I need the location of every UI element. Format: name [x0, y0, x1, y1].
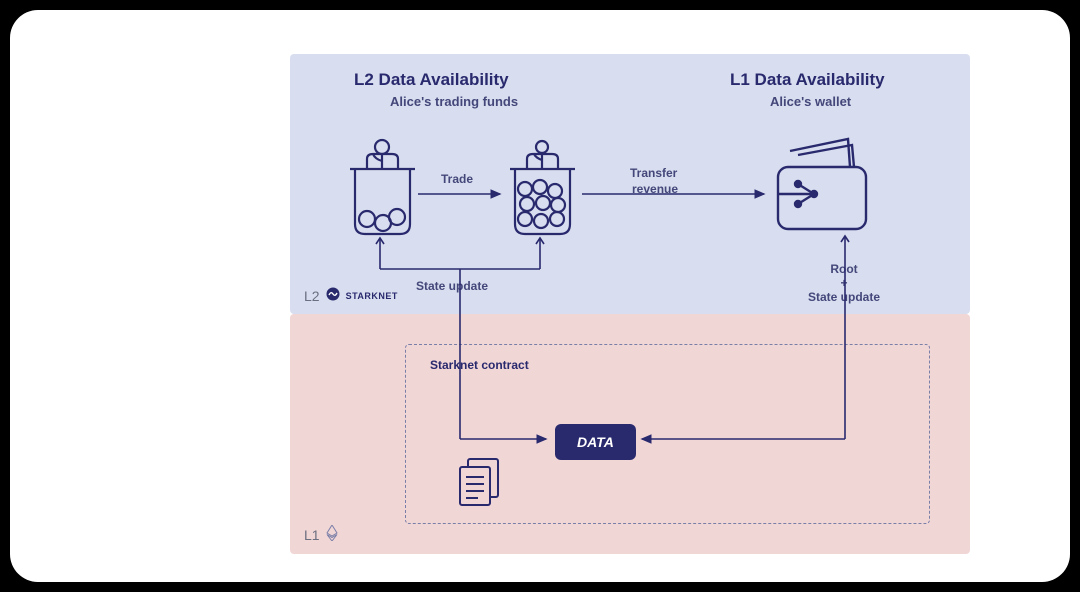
ethereum-logo-icon	[326, 525, 338, 544]
starknet-logo-icon	[326, 287, 340, 304]
l1-da-title: L1 Data Availability	[730, 70, 885, 90]
l1-panel: L1 Starknet contract DATA	[290, 314, 970, 554]
data-node: DATA	[555, 424, 636, 460]
state-update-label: State update	[416, 279, 488, 293]
transfer-label-2: revenue	[632, 182, 678, 196]
l1-da-subtitle: Alice's wallet	[770, 94, 851, 109]
content-frame: L2 Data Availability Alice's trading fun…	[10, 10, 1070, 582]
l2-title: L2 Data Availability	[354, 70, 509, 90]
l1-layer-label: L1	[304, 525, 338, 544]
l1-text: L1	[304, 527, 320, 543]
starknet-brand: STARKNET	[346, 291, 398, 301]
root-label-1: Root	[804, 262, 884, 276]
l2-text: L2	[304, 288, 320, 304]
l2-layer-label: L2 STARKNET	[304, 287, 398, 304]
root-label-3: State update	[804, 290, 884, 304]
transfer-label-1: Transfer	[630, 166, 677, 180]
diagram-container: L2 Data Availability Alice's trading fun…	[290, 54, 970, 554]
l2-subtitle: Alice's trading funds	[390, 94, 518, 109]
trade-label: Trade	[441, 172, 473, 186]
contract-label: Starknet contract	[430, 358, 529, 372]
root-label-2: +	[804, 276, 884, 290]
